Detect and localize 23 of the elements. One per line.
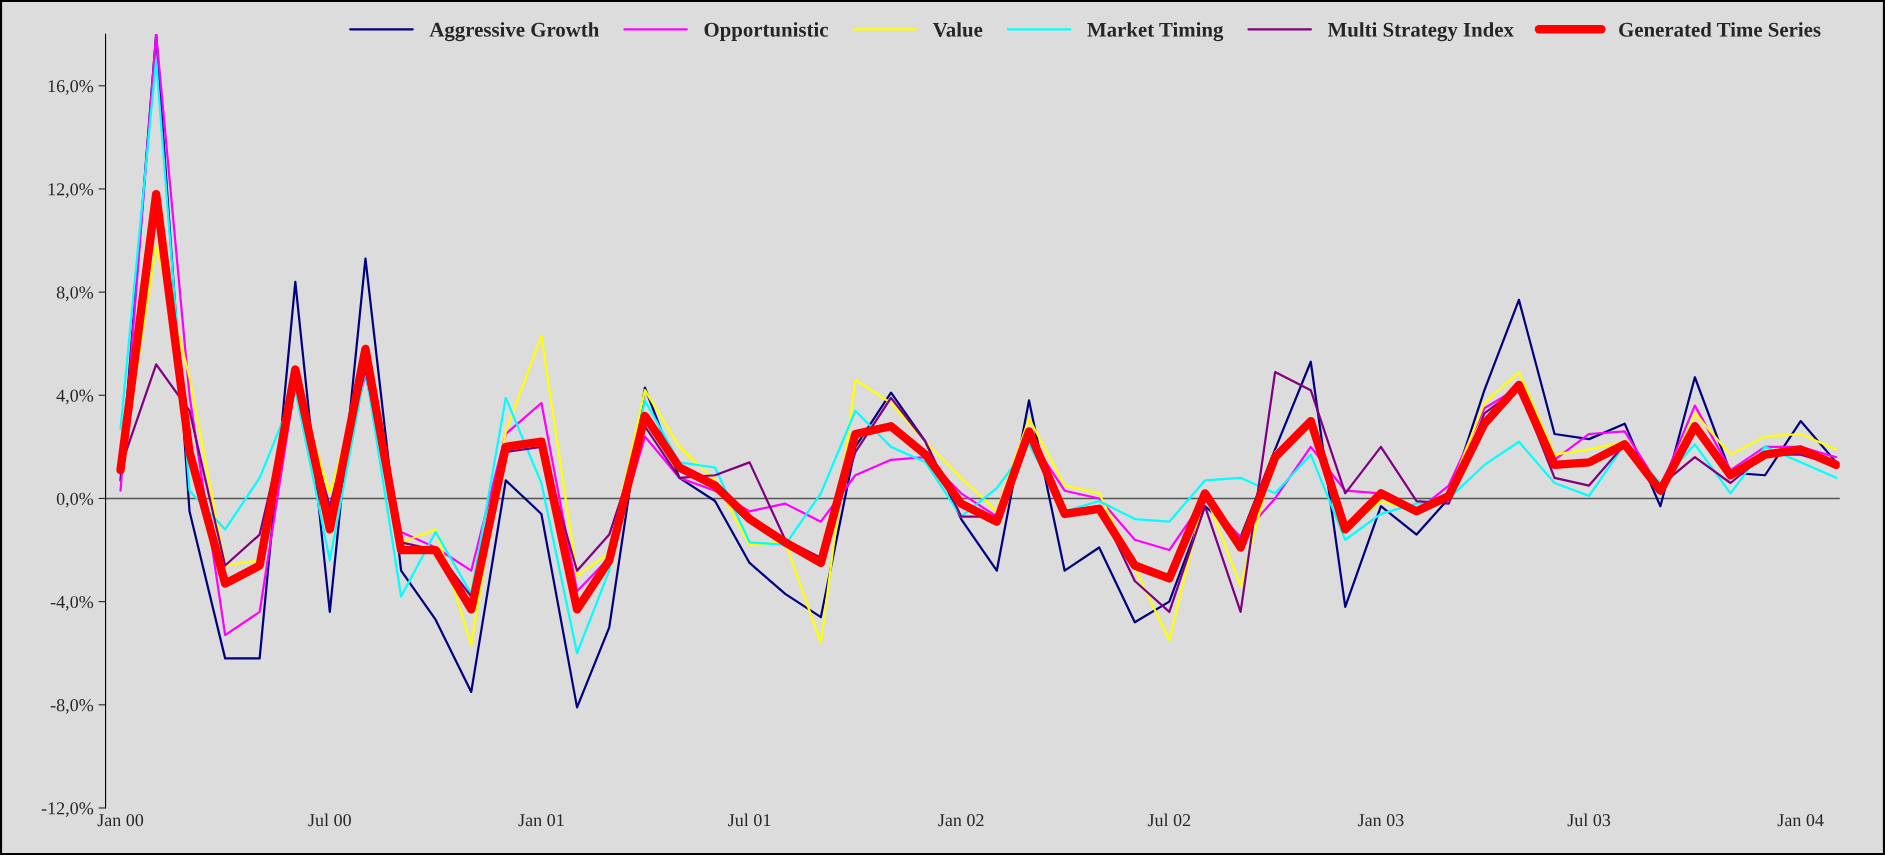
- x-tick-label: Jan 01: [518, 814, 564, 827]
- legend-label: Market Timing: [1087, 22, 1224, 42]
- legend-label: Opportunistic: [704, 22, 828, 42]
- x-tick-label: Jul 01: [728, 813, 771, 827]
- x-tick-label: Jan 02: [938, 814, 984, 827]
- y-tick-label: -4,0%: [50, 595, 94, 611]
- x-tick-label: Jan 03: [1357, 814, 1404, 827]
- x-tick-label: Jan 00: [97, 814, 144, 827]
- legend-label: Aggressive Growth: [429, 22, 599, 42]
- x-tick-label: Jul 00: [308, 813, 351, 827]
- y-tick-label: 4,0%: [56, 389, 94, 405]
- y-tick-label: 8,0%: [56, 286, 94, 302]
- legend-label: Generated Time Series: [1619, 22, 1821, 37]
- y-tick-label: 0,0%: [56, 492, 94, 508]
- y-tick-label: 16,0%: [48, 80, 94, 95]
- x-tick-label: Jul 02: [1147, 813, 1191, 827]
- y-tick-label: -8,0%: [50, 699, 94, 714]
- x-tick-label: Jan 04: [1777, 814, 1824, 827]
- y-tick-label: -12,0%: [41, 802, 94, 818]
- y-tick-label: 12,0%: [48, 183, 94, 198]
- x-tick-label: Jul 03: [1567, 813, 1611, 827]
- legend-label: Multi Strategy Index: [1327, 22, 1514, 42]
- legend-label: Value: [932, 22, 983, 37]
